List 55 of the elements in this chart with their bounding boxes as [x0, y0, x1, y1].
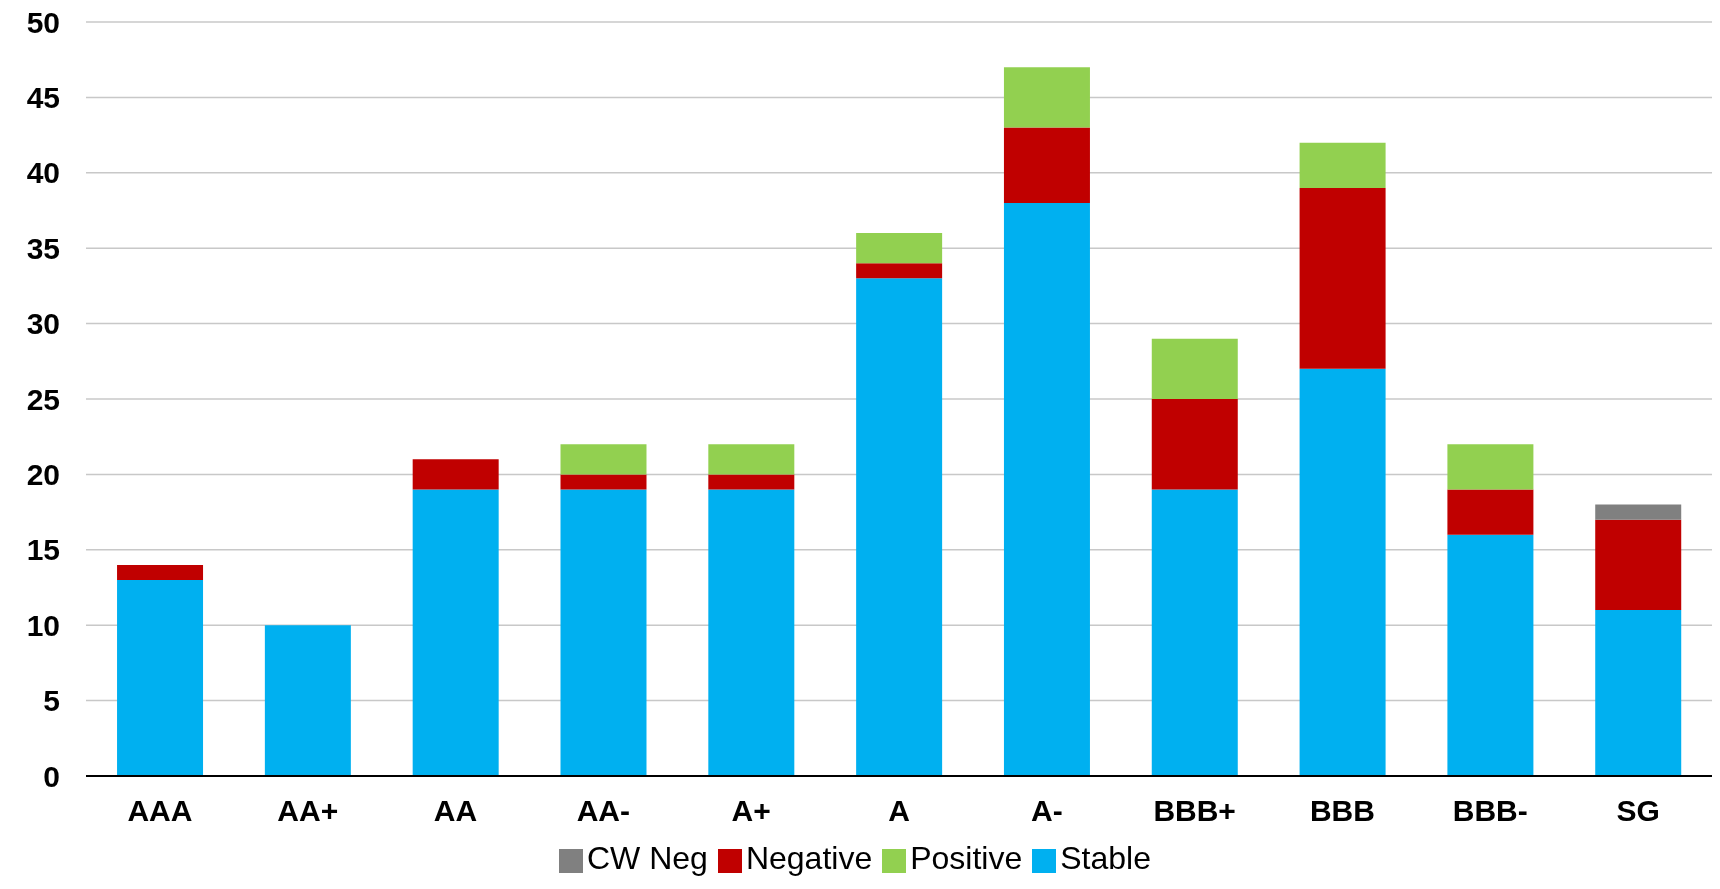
bar: [856, 278, 943, 776]
legend-label: Positive: [910, 840, 1023, 876]
bar: [856, 263, 943, 279]
bar: [1151, 399, 1238, 490]
bar: [1447, 489, 1534, 535]
x-tick-label: A-: [1030, 794, 1063, 828]
bar: [560, 474, 647, 490]
bar: [1003, 67, 1090, 128]
bar: [264, 625, 351, 776]
y-tick-label: 5: [43, 684, 60, 718]
y-tick-label: 45: [26, 81, 60, 115]
y-tick-label: 10: [26, 608, 60, 642]
bar: [1151, 489, 1238, 776]
x-tick-label: AAA: [127, 794, 193, 828]
legend-label: Stable: [1060, 840, 1151, 876]
bar: [1595, 610, 1682, 776]
x-tick-label: BBB-: [1452, 794, 1528, 828]
bar: [1299, 368, 1386, 776]
bar: [412, 489, 499, 776]
y-tick-label: 15: [26, 533, 60, 567]
x-tick-label: AA+: [277, 794, 339, 828]
bar: [1595, 519, 1682, 611]
x-tick-label: BBB+: [1153, 794, 1236, 828]
x-tick-label: A: [888, 794, 910, 828]
bar: [117, 579, 204, 776]
y-tick-label: 30: [26, 307, 60, 341]
y-tick-label: 25: [26, 382, 60, 416]
bar: [856, 233, 943, 264]
bar: [560, 489, 647, 776]
bar: [708, 489, 795, 776]
bar: [1003, 202, 1090, 776]
bar: [1595, 504, 1682, 520]
legend-label: Negative: [745, 840, 873, 876]
bar: [560, 444, 647, 475]
bar: [1447, 534, 1534, 776]
x-tick-label: SG: [1616, 794, 1660, 828]
x-tick-label: AA: [433, 794, 478, 828]
bar: [1447, 444, 1534, 490]
x-tick-label: AA-: [576, 794, 631, 828]
bar: [412, 459, 499, 490]
bar: [1299, 142, 1386, 188]
y-tick-label: 0: [43, 759, 60, 793]
y-tick-label: 35: [26, 231, 60, 265]
legend-label: CW Neg: [587, 840, 708, 876]
x-tick-label: BBB: [1309, 794, 1375, 828]
bar: [708, 474, 795, 490]
bar: [1003, 127, 1090, 203]
bar: [117, 564, 204, 580]
y-tick-label: 20: [26, 458, 60, 492]
bar: [1151, 338, 1238, 399]
y-tick-label: 40: [26, 156, 60, 190]
x-tick-label: A+: [731, 794, 771, 828]
bar: [708, 444, 795, 475]
bar: [1299, 187, 1386, 369]
y-tick-label: 50: [26, 5, 60, 39]
